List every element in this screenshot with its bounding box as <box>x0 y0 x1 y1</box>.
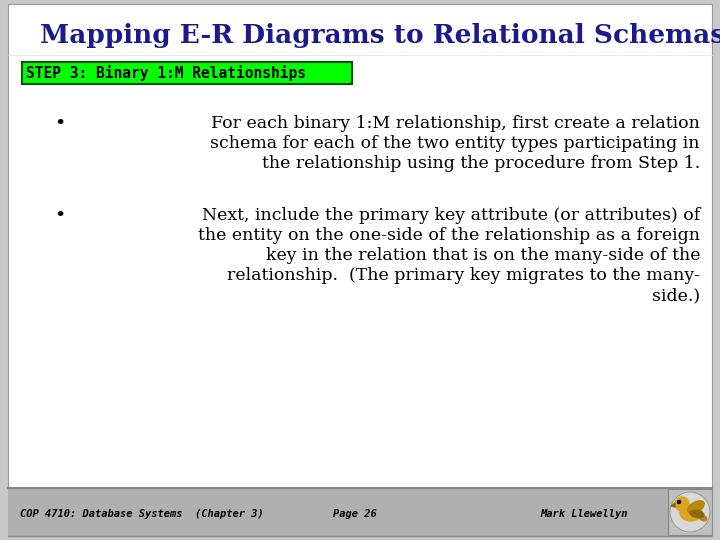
Ellipse shape <box>699 515 707 521</box>
Text: the relationship using the procedure from Step 1.: the relationship using the procedure fro… <box>262 155 700 172</box>
Circle shape <box>678 501 680 503</box>
FancyBboxPatch shape <box>8 4 712 488</box>
Text: Mark Llewellyn: Mark Llewellyn <box>540 509 628 519</box>
FancyBboxPatch shape <box>668 489 712 535</box>
Text: COP 4710: Database Systems  (Chapter 3): COP 4710: Database Systems (Chapter 3) <box>20 509 264 519</box>
Circle shape <box>675 497 689 511</box>
Text: the entity on the one-side of the relationship as a foreign: the entity on the one-side of the relati… <box>198 227 700 244</box>
Polygon shape <box>671 503 675 507</box>
Text: relationship.  (The primary key migrates to the many-: relationship. (The primary key migrates … <box>227 267 700 284</box>
Text: •: • <box>54 115 66 133</box>
Text: key in the relation that is on the many-side of the: key in the relation that is on the many-… <box>266 247 700 264</box>
Text: •: • <box>54 207 66 225</box>
Text: Next, include the primary key attribute (or attributes) of: Next, include the primary key attribute … <box>202 207 700 224</box>
Ellipse shape <box>688 501 704 513</box>
FancyBboxPatch shape <box>8 488 712 536</box>
Ellipse shape <box>680 505 702 521</box>
Text: Mapping E-R Diagrams to Relational Schemas: Mapping E-R Diagrams to Relational Schem… <box>40 24 720 49</box>
Ellipse shape <box>690 510 704 518</box>
Circle shape <box>670 492 710 532</box>
Text: side.): side.) <box>652 287 700 304</box>
Text: Page 26: Page 26 <box>333 509 377 519</box>
FancyBboxPatch shape <box>22 62 352 84</box>
Text: schema for each of the two entity types participating in: schema for each of the two entity types … <box>210 135 700 152</box>
Text: For each binary 1:M relationship, first create a relation: For each binary 1:M relationship, first … <box>211 115 700 132</box>
Text: STEP 3: Binary 1:M Relationships: STEP 3: Binary 1:M Relationships <box>26 65 306 81</box>
